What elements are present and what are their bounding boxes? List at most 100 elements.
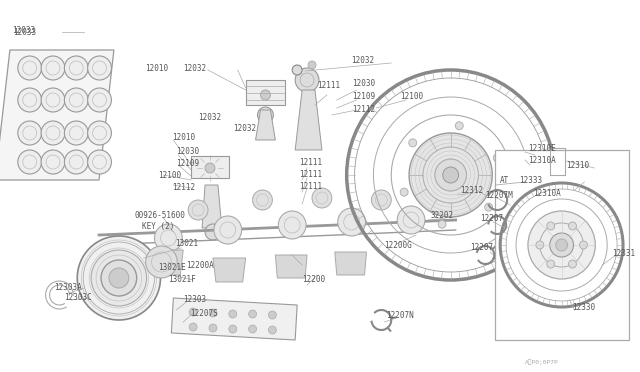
Text: 12207M: 12207M [485, 190, 513, 199]
Circle shape [205, 163, 215, 173]
Bar [191, 156, 229, 178]
Text: 12303A: 12303A [54, 282, 82, 292]
Circle shape [278, 211, 306, 239]
Text: 12312: 12312 [461, 186, 484, 195]
Text: 12207N: 12207N [387, 311, 414, 320]
Text: 12032: 12032 [198, 112, 221, 122]
Text: 12112: 12112 [172, 183, 195, 192]
Circle shape [579, 241, 588, 249]
Circle shape [528, 211, 595, 279]
Text: 12310A: 12310A [528, 155, 556, 164]
Circle shape [154, 224, 182, 252]
Text: 12033: 12033 [13, 28, 36, 36]
Text: 12010: 12010 [172, 132, 195, 141]
Circle shape [547, 222, 555, 230]
Polygon shape [172, 298, 297, 340]
Text: 12310E: 12310E [528, 144, 556, 153]
Polygon shape [275, 255, 307, 278]
Text: 12310: 12310 [566, 160, 589, 170]
Circle shape [229, 325, 237, 333]
Bar [246, 80, 285, 105]
Circle shape [18, 56, 42, 80]
Circle shape [547, 260, 555, 268]
Text: 12200: 12200 [302, 276, 325, 285]
Text: 13021E: 13021E [159, 263, 186, 272]
Circle shape [260, 90, 271, 100]
Text: 12200A: 12200A [186, 260, 214, 269]
Circle shape [189, 323, 197, 331]
Text: 12032: 12032 [183, 64, 206, 73]
Text: 12109: 12109 [353, 92, 376, 100]
Text: 12032: 12032 [351, 55, 374, 64]
Text: 12112: 12112 [353, 105, 376, 113]
Text: 12303C: 12303C [65, 294, 92, 302]
Text: 12207: 12207 [481, 214, 504, 222]
Circle shape [268, 326, 276, 334]
Polygon shape [295, 90, 322, 150]
Text: 12100: 12100 [159, 170, 182, 180]
Circle shape [409, 133, 492, 217]
Circle shape [91, 250, 147, 306]
Circle shape [209, 309, 217, 317]
Polygon shape [202, 185, 222, 228]
Text: 12310A: 12310A [533, 189, 561, 198]
Circle shape [229, 310, 237, 318]
Circle shape [493, 154, 501, 162]
Text: AT: AT [500, 176, 509, 185]
Circle shape [312, 188, 332, 208]
Circle shape [397, 206, 425, 234]
Bar [495, 150, 629, 340]
Polygon shape [335, 252, 367, 275]
Text: 12111: 12111 [299, 170, 323, 179]
Circle shape [308, 61, 316, 69]
Text: 12033: 12033 [12, 26, 35, 35]
Circle shape [101, 260, 137, 296]
Circle shape [65, 150, 88, 174]
Circle shape [18, 88, 42, 112]
Circle shape [409, 139, 417, 147]
Polygon shape [154, 250, 183, 275]
Circle shape [253, 190, 273, 210]
Text: 12030: 12030 [353, 78, 376, 87]
Text: 12111: 12111 [299, 182, 323, 190]
Circle shape [209, 324, 217, 332]
Circle shape [550, 233, 573, 257]
Text: 13021: 13021 [175, 240, 198, 248]
Text: 13021F: 13021F [168, 276, 196, 285]
Circle shape [556, 239, 568, 251]
Circle shape [205, 224, 221, 240]
Circle shape [146, 246, 177, 278]
Text: A・P0;0P7P: A・P0;0P7P [525, 359, 559, 365]
Circle shape [65, 56, 88, 80]
Text: 12330: 12330 [573, 302, 596, 311]
Text: 12207: 12207 [470, 244, 493, 253]
Circle shape [292, 65, 302, 75]
Circle shape [41, 88, 65, 112]
Text: 12111: 12111 [299, 157, 323, 167]
Polygon shape [255, 110, 275, 140]
Circle shape [189, 308, 197, 316]
Text: 12331: 12331 [612, 248, 636, 257]
Polygon shape [0, 50, 114, 180]
Text: 12032: 12032 [233, 124, 256, 132]
Text: 12030: 12030 [176, 147, 200, 155]
Circle shape [77, 236, 161, 320]
Text: 12207S: 12207S [190, 310, 218, 318]
Text: 12010: 12010 [146, 64, 169, 73]
Circle shape [248, 310, 257, 318]
Circle shape [568, 222, 577, 230]
Circle shape [18, 121, 42, 145]
Circle shape [438, 220, 446, 228]
Circle shape [88, 88, 111, 112]
Text: 00926-51600: 00926-51600 [134, 211, 186, 219]
Circle shape [88, 121, 111, 145]
Circle shape [65, 121, 88, 145]
Circle shape [18, 150, 42, 174]
Circle shape [455, 122, 463, 130]
Circle shape [536, 241, 544, 249]
Circle shape [41, 121, 65, 145]
Polygon shape [213, 258, 246, 282]
Text: 12111: 12111 [317, 80, 340, 90]
Circle shape [41, 56, 65, 80]
Text: 12200G: 12200G [384, 241, 412, 250]
